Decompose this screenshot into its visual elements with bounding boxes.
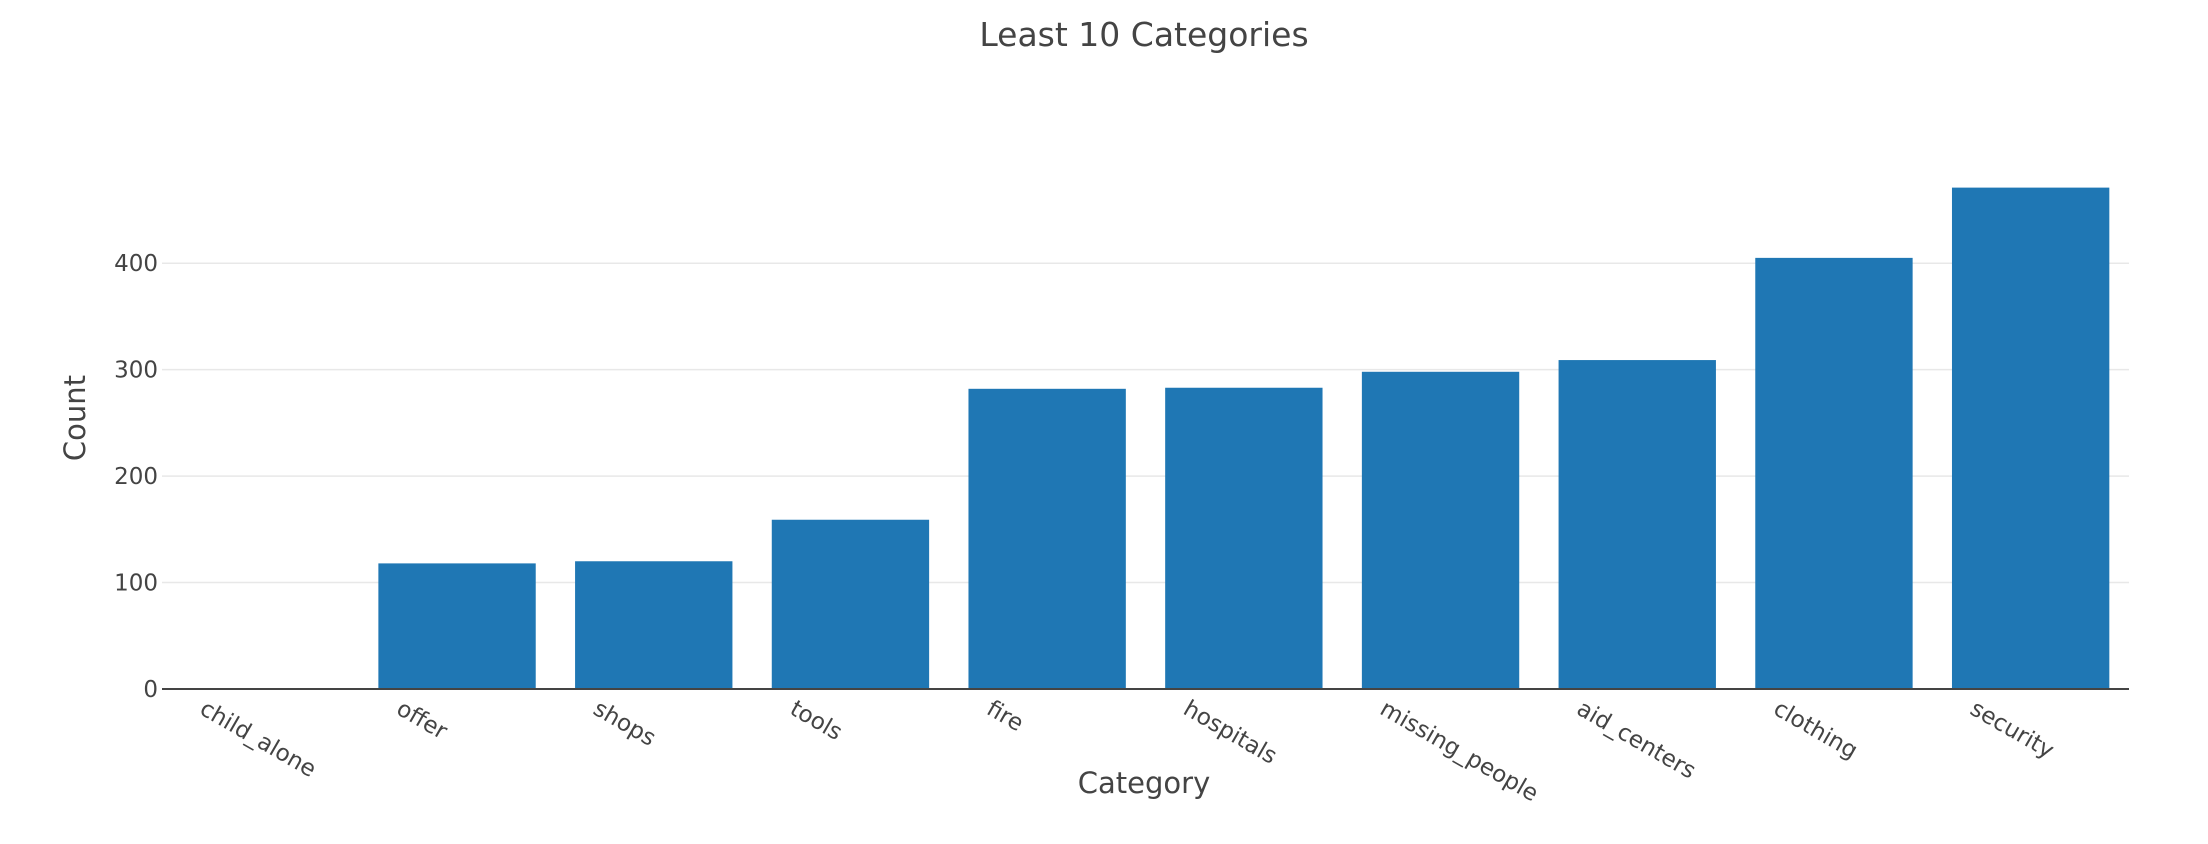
bar-offer[interactable] [378,563,536,689]
x-tick-label: hospitals [1179,696,1281,770]
y-axis-ticks: 0 100 200 300 400 [114,251,158,703]
x-tick-label: fire [982,696,1028,737]
bar-clothing[interactable] [1755,257,1913,689]
chart-title: Least 10 Categories [979,15,1308,54]
x-tick-label: aid_centers [1572,696,1700,785]
x-tick-label: security [1966,696,2059,764]
x-tick-label: tools [785,696,846,746]
y-tick-label: 200 [114,464,158,490]
x-axis-title: Category [1078,766,1210,800]
bar-missing_people[interactable] [1361,371,1520,689]
bars [378,187,2110,689]
bar-hospitals[interactable] [1165,387,1323,689]
y-axis-title: Count [58,375,92,461]
x-tick-label: missing_people [1376,696,1543,807]
x-tick-label: offer [392,696,452,746]
bar-security[interactable] [1951,187,2110,689]
x-tick-label: shops [589,696,660,752]
bar-shops[interactable] [575,561,733,689]
bar-tools[interactable] [771,519,930,689]
y-tick-label: 0 [143,677,158,703]
bar-aid_centers[interactable] [1558,360,1716,689]
y-tick-label: 100 [114,571,158,597]
y-tick-label: 400 [114,251,158,277]
bar-fire[interactable] [968,388,1126,689]
x-tick-label: clothing [1769,696,1862,765]
y-tick-label: 300 [114,358,158,384]
x-tick-label: child_alone [195,696,320,783]
